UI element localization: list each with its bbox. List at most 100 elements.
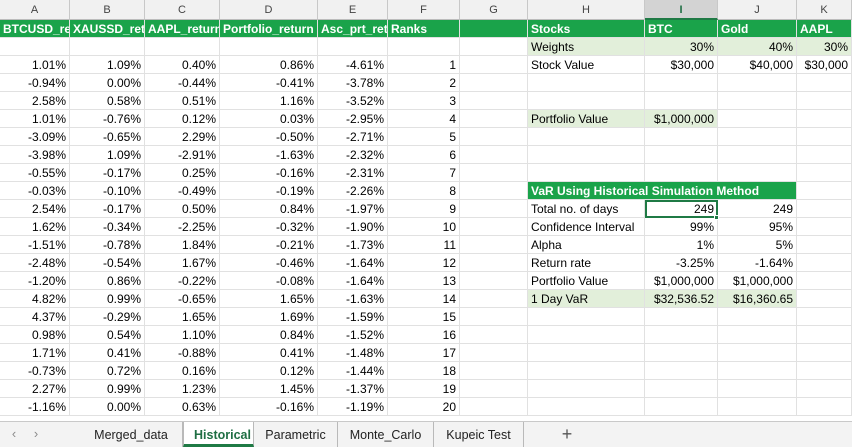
stock-value[interactable]: $30,000 xyxy=(645,56,718,74)
blank-cell[interactable] xyxy=(460,398,528,416)
data-cell[interactable]: 0.00% xyxy=(70,398,145,416)
data-cell[interactable]: -0.44% xyxy=(145,74,220,92)
data-cell[interactable]: -0.65% xyxy=(145,290,220,308)
data-cell[interactable]: 0.16% xyxy=(145,362,220,380)
stocks-header[interactable]: AAPL xyxy=(797,20,852,38)
blank-cell[interactable] xyxy=(528,326,645,344)
stock-value[interactable]: $30,000 xyxy=(797,56,852,74)
data-cell[interactable]: -1.73% xyxy=(318,236,388,254)
data-cell[interactable]: 1.69% xyxy=(220,308,318,326)
data-cell[interactable]: -0.76% xyxy=(70,110,145,128)
blank-cell[interactable] xyxy=(460,254,528,272)
data-cell[interactable]: 0.98% xyxy=(0,326,70,344)
data-cell[interactable]: 1.65% xyxy=(145,308,220,326)
data-cell[interactable]: 0.12% xyxy=(145,110,220,128)
data-cell[interactable]: -2.26% xyxy=(318,182,388,200)
data-cell[interactable]: 0.84% xyxy=(220,200,318,218)
data-cell[interactable]: -1.59% xyxy=(318,308,388,326)
data-cell[interactable]: 0.86% xyxy=(70,272,145,290)
data-cell[interactable]: 0.03% xyxy=(220,110,318,128)
data-cell[interactable]: -1.52% xyxy=(318,326,388,344)
blank-cell[interactable] xyxy=(460,362,528,380)
blank-cell[interactable] xyxy=(528,128,645,146)
blank-cell[interactable] xyxy=(718,326,797,344)
data-cell[interactable]: 17 xyxy=(388,344,460,362)
blank-cell[interactable] xyxy=(797,290,852,308)
data-cell[interactable]: -0.08% xyxy=(220,272,318,290)
data-cell[interactable]: 2.54% xyxy=(0,200,70,218)
data-cell[interactable]: 8 xyxy=(388,182,460,200)
data-cell[interactable]: 2 xyxy=(388,74,460,92)
blank-cell[interactable] xyxy=(718,362,797,380)
data-cell[interactable]: 20 xyxy=(388,398,460,416)
data-cell[interactable]: -0.16% xyxy=(220,164,318,182)
blank-cell[interactable] xyxy=(797,200,852,218)
blank-cell[interactable] xyxy=(528,362,645,380)
data-cell[interactable]: -0.19% xyxy=(220,182,318,200)
data-cell[interactable]: 18 xyxy=(388,362,460,380)
blank-cell[interactable] xyxy=(645,146,718,164)
var-value-1[interactable]: 1% xyxy=(645,236,718,254)
blank-cell[interactable] xyxy=(797,92,852,110)
data-cell[interactable]: 1.16% xyxy=(220,92,318,110)
data-cell[interactable]: 0.41% xyxy=(220,344,318,362)
data-cell[interactable]: -0.88% xyxy=(145,344,220,362)
data-cell[interactable]: -0.49% xyxy=(145,182,220,200)
column-header-f[interactable]: F xyxy=(388,0,460,20)
data-cell[interactable]: -2.71% xyxy=(318,128,388,146)
stock-value[interactable]: $40,000 xyxy=(718,56,797,74)
blank-cell[interactable] xyxy=(718,344,797,362)
blank-cell[interactable] xyxy=(797,380,852,398)
blank-cell[interactable] xyxy=(460,20,528,38)
blank-cell[interactable] xyxy=(460,218,528,236)
column-header-c[interactable]: C xyxy=(145,0,220,20)
data-cell[interactable]: 6 xyxy=(388,146,460,164)
blank-cell[interactable] xyxy=(460,182,528,200)
data-cell[interactable]: 4 xyxy=(388,110,460,128)
data-cell[interactable]: 1.67% xyxy=(145,254,220,272)
data-cell[interactable]: 1.65% xyxy=(220,290,318,308)
data-cell[interactable]: 7 xyxy=(388,164,460,182)
blank-cell[interactable] xyxy=(718,308,797,326)
data-cell[interactable]: -1.16% xyxy=(0,398,70,416)
column-title[interactable]: Asc_prt_ret xyxy=(318,20,388,38)
column-header-h[interactable]: H xyxy=(528,0,645,20)
data-cell[interactable]: 1.23% xyxy=(145,380,220,398)
data-cell[interactable]: -0.65% xyxy=(70,128,145,146)
data-cell[interactable]: 4.82% xyxy=(0,290,70,308)
sheet-tab-parametric[interactable]: Parametric xyxy=(254,422,338,447)
data-cell[interactable]: 0.41% xyxy=(70,344,145,362)
blank-cell[interactable] xyxy=(718,398,797,416)
blank-cell[interactable] xyxy=(797,344,852,362)
data-cell[interactable]: -1.90% xyxy=(318,218,388,236)
column-header-d[interactable]: D xyxy=(220,0,318,20)
column-title[interactable]: AAPL_return xyxy=(145,20,220,38)
data-cell[interactable]: -0.32% xyxy=(220,218,318,236)
data-cell[interactable]: -1.48% xyxy=(318,344,388,362)
blank-cell[interactable] xyxy=(318,38,388,56)
data-cell[interactable]: -2.25% xyxy=(145,218,220,236)
var-value-1[interactable]: $1,000,000 xyxy=(645,272,718,290)
blank-cell[interactable] xyxy=(460,164,528,182)
blank-cell[interactable] xyxy=(645,398,718,416)
blank-cell[interactable] xyxy=(797,182,852,200)
column-header-j[interactable]: J xyxy=(718,0,797,20)
var-label[interactable]: Portfolio Value xyxy=(528,272,645,290)
weight-value[interactable]: 30% xyxy=(645,38,718,56)
data-cell[interactable]: 1.10% xyxy=(145,326,220,344)
blank-cell[interactable] xyxy=(645,128,718,146)
data-cell[interactable]: 1 xyxy=(388,56,460,74)
data-cell[interactable]: -1.63% xyxy=(318,290,388,308)
blank-cell[interactable] xyxy=(460,236,528,254)
data-cell[interactable]: 0.50% xyxy=(145,200,220,218)
blank-cell[interactable] xyxy=(528,74,645,92)
data-cell[interactable]: 1.45% xyxy=(220,380,318,398)
column-title[interactable]: Ranks xyxy=(388,20,460,38)
blank-cell[interactable] xyxy=(70,38,145,56)
data-cell[interactable]: -1.64% xyxy=(318,254,388,272)
data-cell[interactable]: -0.34% xyxy=(70,218,145,236)
data-cell[interactable]: 12 xyxy=(388,254,460,272)
blank-cell[interactable] xyxy=(460,272,528,290)
column-header-g[interactable]: G xyxy=(460,0,528,20)
blank-cell[interactable] xyxy=(460,380,528,398)
